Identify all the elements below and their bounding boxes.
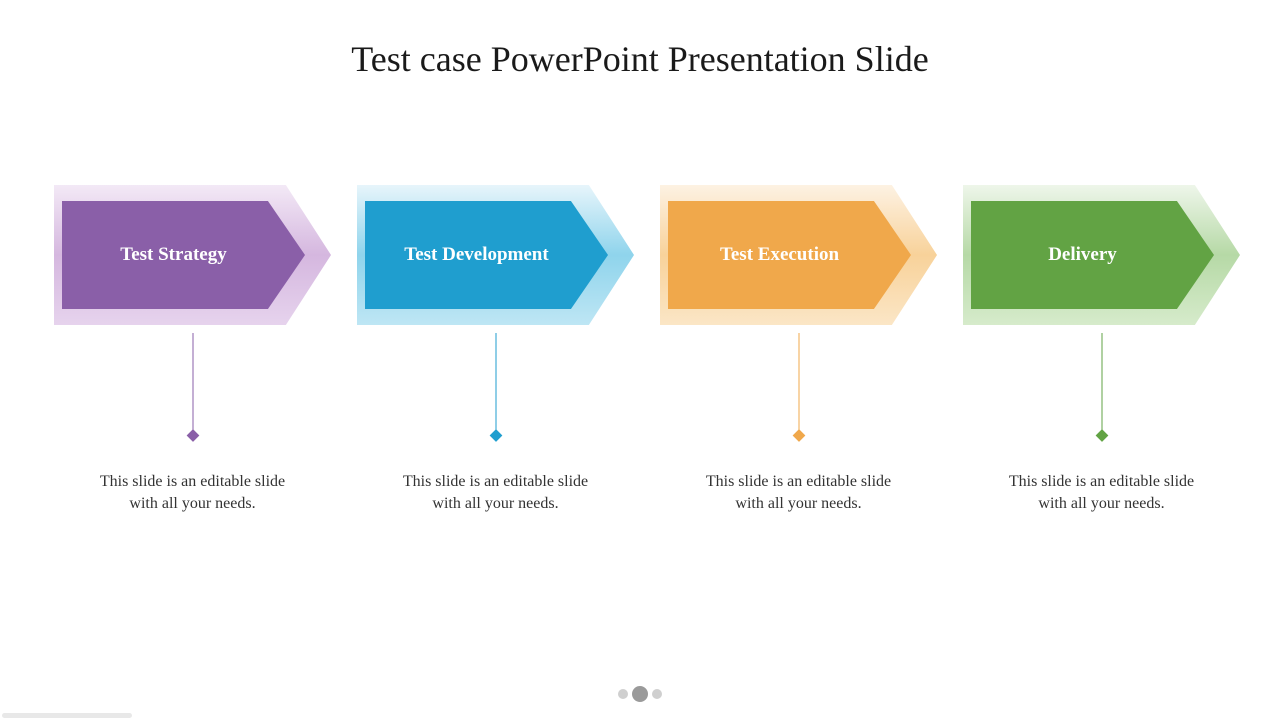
connector: [495, 333, 497, 443]
stage-description: This slide is an editable slide with all…: [997, 471, 1207, 514]
stage-description: This slide is an editable slide with all…: [694, 471, 904, 514]
stage: Test Development This slide is an editabl…: [357, 185, 634, 514]
arrow-shape: Test Execution: [660, 185, 937, 325]
stage: Test Strategy This slide is an editable s…: [54, 185, 331, 514]
pager: [618, 686, 662, 702]
stage: Delivery This slide is an editable slide …: [963, 185, 1240, 514]
stage-description: This slide is an editable slide with all…: [391, 471, 601, 514]
scrollbar-hint: [2, 713, 132, 718]
pager-dot[interactable]: [618, 689, 628, 699]
pager-dot-active[interactable]: [632, 686, 648, 702]
stage: Test Execution This slide is an editable …: [660, 185, 937, 514]
arrow-shape: Delivery: [963, 185, 1240, 325]
process-row: Test Strategy This slide is an editable s…: [54, 185, 1240, 514]
stage-label: Test Development: [404, 244, 568, 266]
connector: [1101, 333, 1103, 443]
arrow-shape: Test Development: [357, 185, 634, 325]
pager-dot[interactable]: [652, 689, 662, 699]
arrow-shape: Test Strategy: [54, 185, 331, 325]
stage-label: Test Execution: [720, 244, 859, 266]
stage-label: Delivery: [1048, 244, 1137, 266]
connector: [192, 333, 194, 443]
stage-label: Test Strategy: [120, 244, 246, 266]
connector: [798, 333, 800, 443]
slide-title: Test case PowerPoint Presentation Slide: [0, 0, 1280, 80]
stage-description: This slide is an editable slide with all…: [88, 471, 298, 514]
